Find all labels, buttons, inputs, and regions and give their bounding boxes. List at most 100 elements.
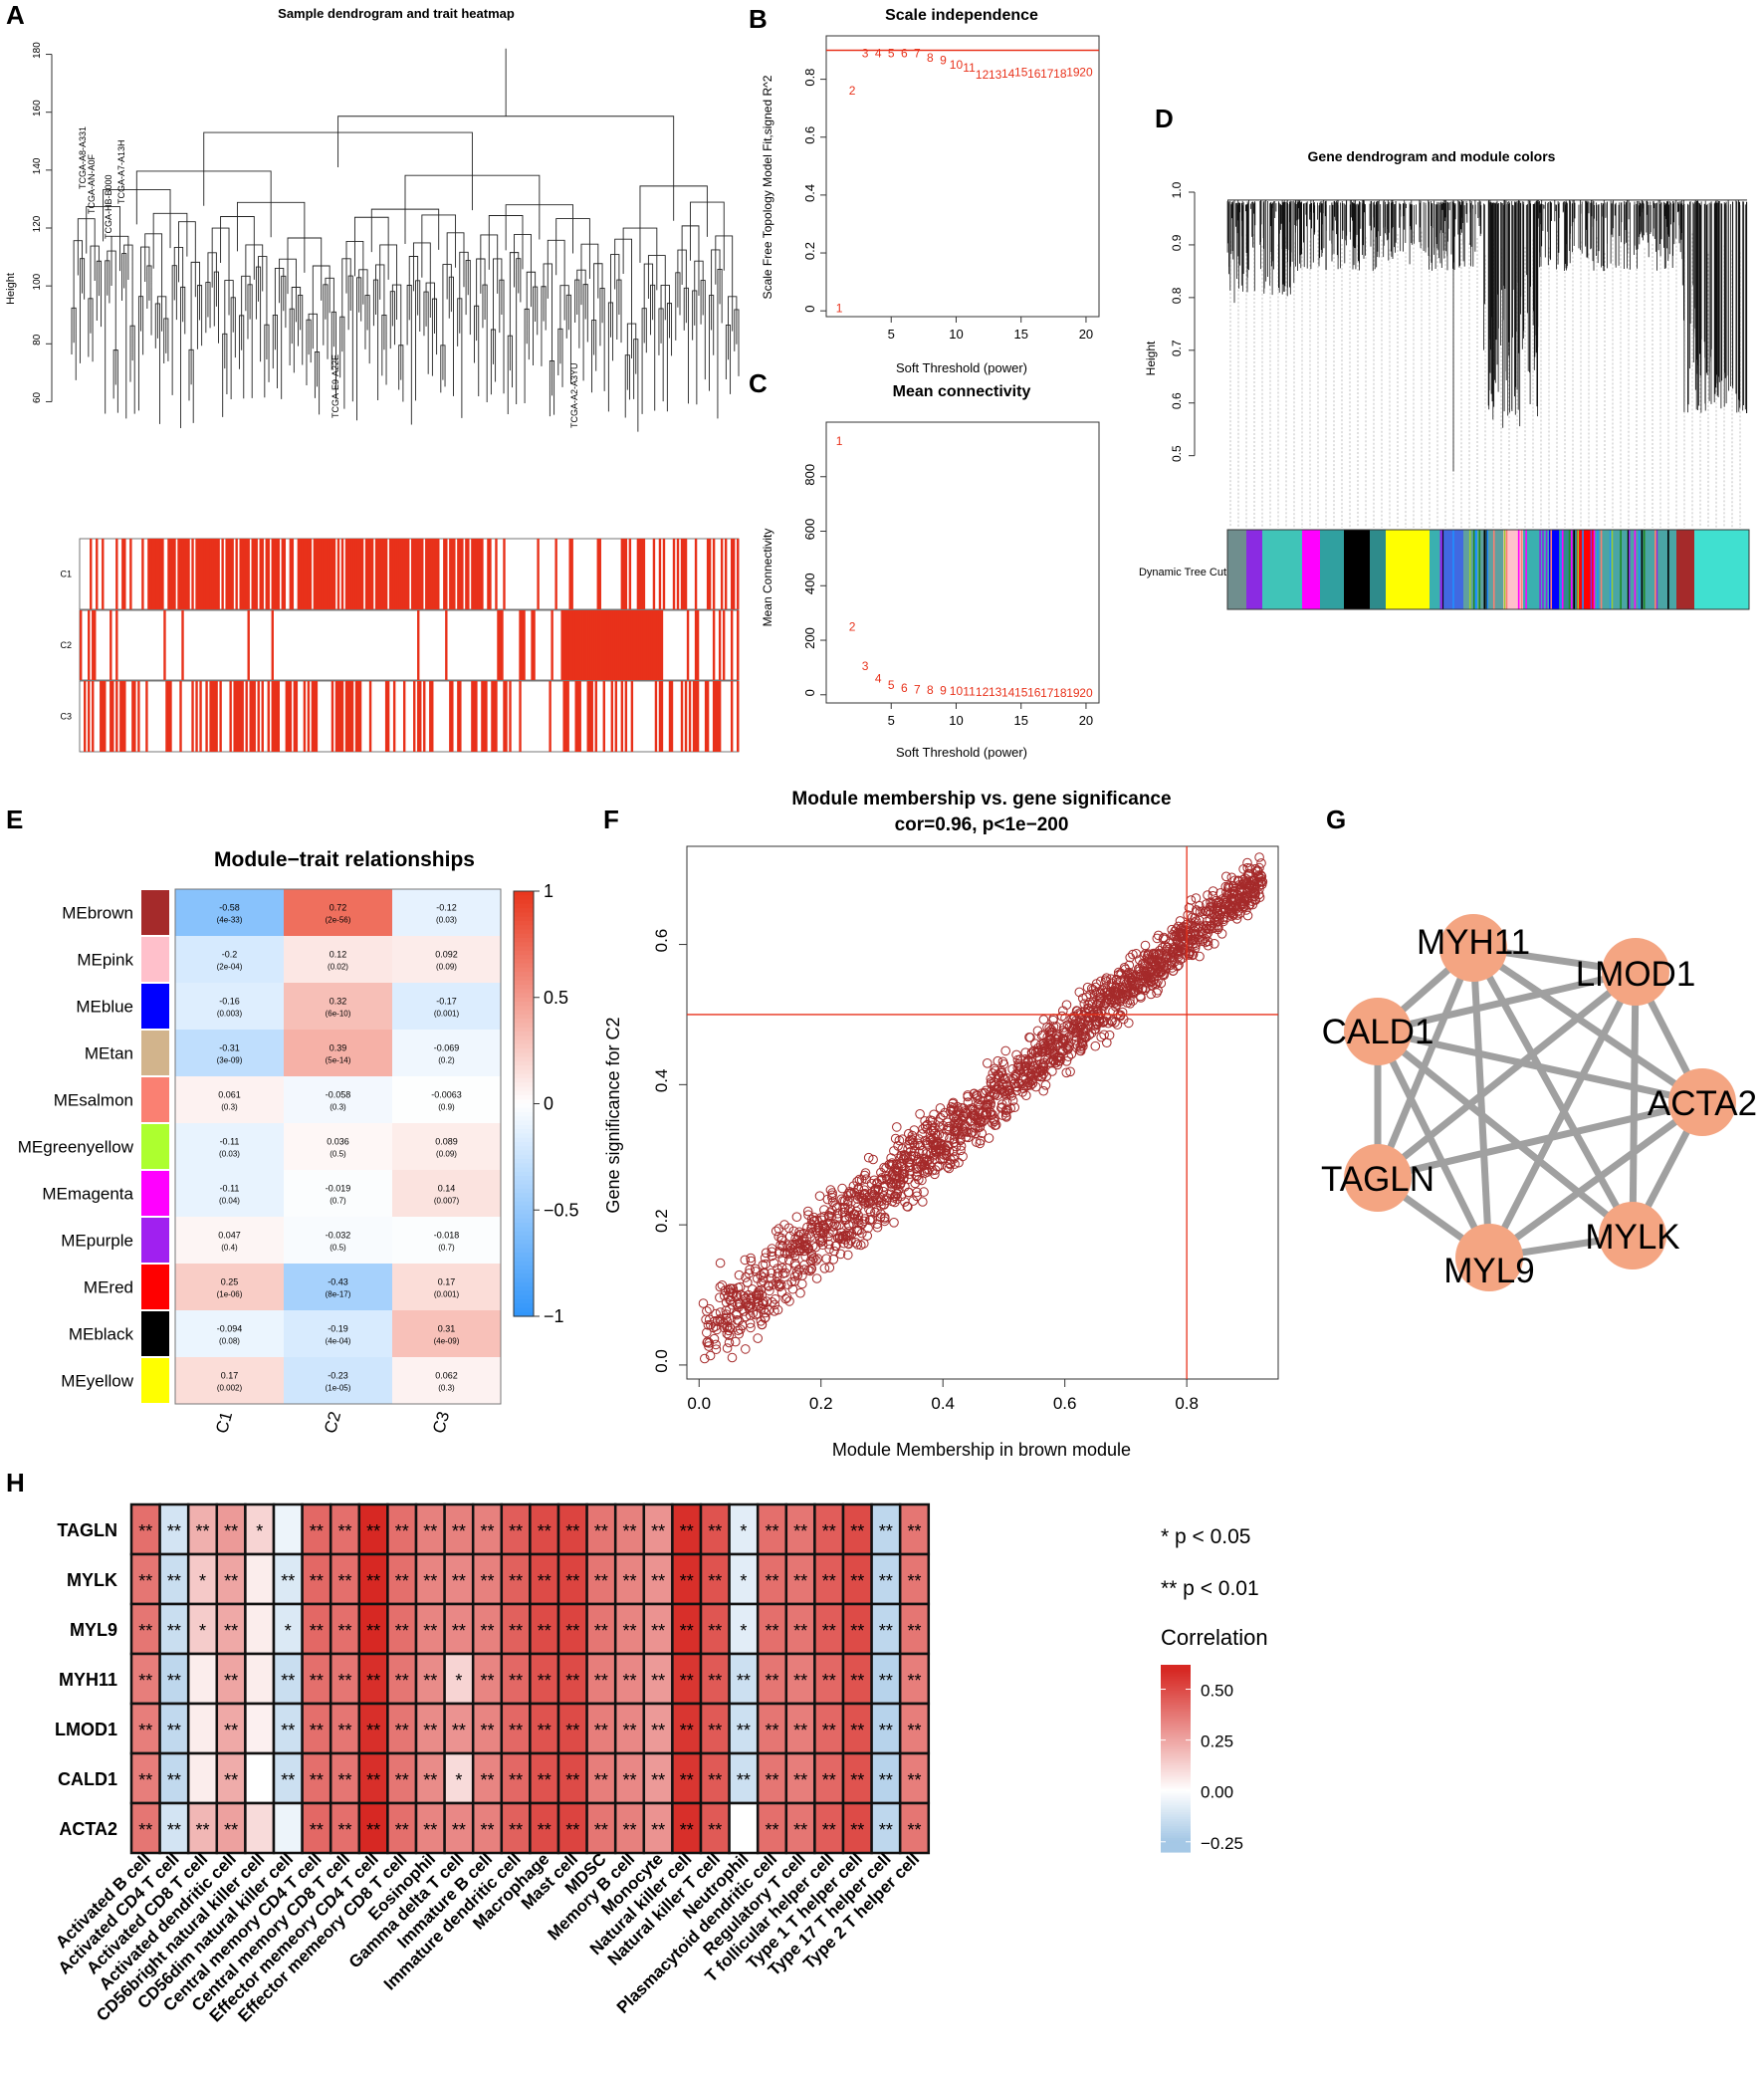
trait-bar — [251, 539, 254, 609]
gene-point — [870, 1207, 880, 1218]
trait-bar — [321, 539, 325, 609]
module-swatch — [141, 937, 169, 982]
module-stripe — [1560, 530, 1562, 609]
network-edge — [1374, 1030, 1493, 1260]
gene-node[interactable] — [1344, 1144, 1412, 1212]
trait-bar — [431, 539, 434, 609]
legend-tick-label: 0.50 — [1201, 1682, 1233, 1701]
trait-bar — [177, 539, 180, 609]
gene-point — [1051, 1031, 1061, 1041]
legend-step — [1161, 1686, 1191, 1690]
gene-point — [927, 1115, 938, 1126]
gene-node[interactable] — [1344, 998, 1412, 1065]
scale-step — [514, 1252, 534, 1258]
scale-step — [514, 993, 534, 999]
p-value: (0.5) — [330, 1244, 346, 1253]
trait-bar — [151, 539, 154, 609]
gene-point — [1218, 914, 1228, 925]
gene-point — [879, 1162, 889, 1173]
gene-point — [827, 1188, 837, 1198]
y-tick-label: 400 — [802, 573, 817, 594]
scale-step — [514, 1154, 534, 1160]
significance-mark: ** — [737, 1770, 751, 1790]
trait-bar — [161, 539, 164, 609]
scale-step — [514, 1124, 534, 1130]
module-label: MEmagenta — [42, 1185, 133, 1204]
significance-mark: ** — [879, 1770, 893, 1790]
gene-point — [947, 1104, 957, 1115]
heat-cell — [841, 1702, 873, 1755]
gene-point — [1059, 1027, 1069, 1038]
trait-bar — [141, 539, 144, 609]
trait-bar — [303, 539, 307, 609]
p-value: (5e-14) — [326, 1056, 351, 1065]
gene-row-label: LMOD1 — [55, 1720, 117, 1739]
scale-step — [514, 1014, 534, 1020]
legend-step — [1161, 1783, 1191, 1787]
module-stripe — [1545, 530, 1548, 609]
trait-bar — [211, 539, 214, 609]
gene-point — [715, 1281, 726, 1292]
scale-step — [514, 1248, 534, 1254]
gene-point — [1167, 924, 1177, 935]
module-stripe — [1452, 530, 1454, 609]
y-tick-label: 800 — [802, 464, 817, 486]
legend-step — [1161, 1750, 1191, 1754]
gene-node[interactable] — [1668, 1068, 1736, 1136]
module-stripe — [1582, 530, 1584, 609]
scale-step — [514, 1099, 534, 1105]
scale-step — [514, 1265, 534, 1270]
legend-step — [1161, 1693, 1191, 1697]
gene-point — [1039, 1057, 1049, 1068]
leaf-label: TCGA-A7-A13H — [116, 139, 126, 204]
gene-point — [924, 1155, 935, 1165]
significance-mark: ** — [907, 1571, 921, 1591]
significance-mark: ** — [765, 1571, 778, 1591]
gene-point — [790, 1239, 800, 1250]
significance-mark: ** — [281, 1770, 295, 1790]
module-stripe — [1468, 530, 1471, 609]
gene-node[interactable] — [1439, 914, 1507, 982]
gene-node[interactable] — [1455, 1224, 1523, 1291]
significance-mark: ** — [538, 1521, 551, 1541]
trait-bar — [115, 610, 118, 680]
module-stripe — [1654, 530, 1656, 609]
significance-mark: ** — [565, 1820, 579, 1840]
gene-point — [1100, 999, 1110, 1009]
y-tick-label: 160 — [32, 100, 43, 116]
gene-node[interactable] — [1602, 938, 1669, 1006]
module-stripe — [1590, 530, 1593, 609]
legend-step — [1161, 1679, 1191, 1683]
trait-bar — [736, 610, 740, 680]
corr-value: -0.11 — [220, 1184, 240, 1194]
trait-bar — [390, 539, 394, 609]
heat-cell — [272, 1652, 304, 1706]
module-stripe — [1628, 530, 1630, 609]
trait-bar — [215, 539, 218, 609]
trait-bar — [356, 539, 360, 609]
network-edge — [1374, 946, 1477, 1180]
module-label: MEtan — [85, 1044, 133, 1063]
gene-point — [882, 1175, 893, 1185]
trait-bar — [724, 539, 728, 609]
module-color-segment — [1676, 530, 1694, 609]
trait-bar — [392, 681, 396, 752]
gene-node[interactable] — [1599, 1202, 1666, 1269]
trait-bar — [289, 681, 293, 752]
gene-point — [1186, 895, 1197, 905]
gene-point — [1206, 897, 1215, 908]
gene-point — [860, 1168, 871, 1178]
gene-point — [872, 1178, 882, 1188]
trait-bar — [574, 681, 577, 752]
gene-point — [892, 1180, 902, 1190]
gene-point — [937, 1140, 948, 1151]
gene-point — [928, 1145, 939, 1156]
network-edge — [1471, 945, 1704, 1105]
module-stripe — [1611, 530, 1614, 609]
power-point: 20 — [1079, 65, 1093, 79]
significance-mark: ** — [907, 1721, 921, 1740]
trait-bar — [133, 681, 136, 752]
gene-point — [1254, 852, 1264, 862]
trait-bar — [706, 681, 710, 752]
significance-mark: ** — [737, 1721, 751, 1740]
